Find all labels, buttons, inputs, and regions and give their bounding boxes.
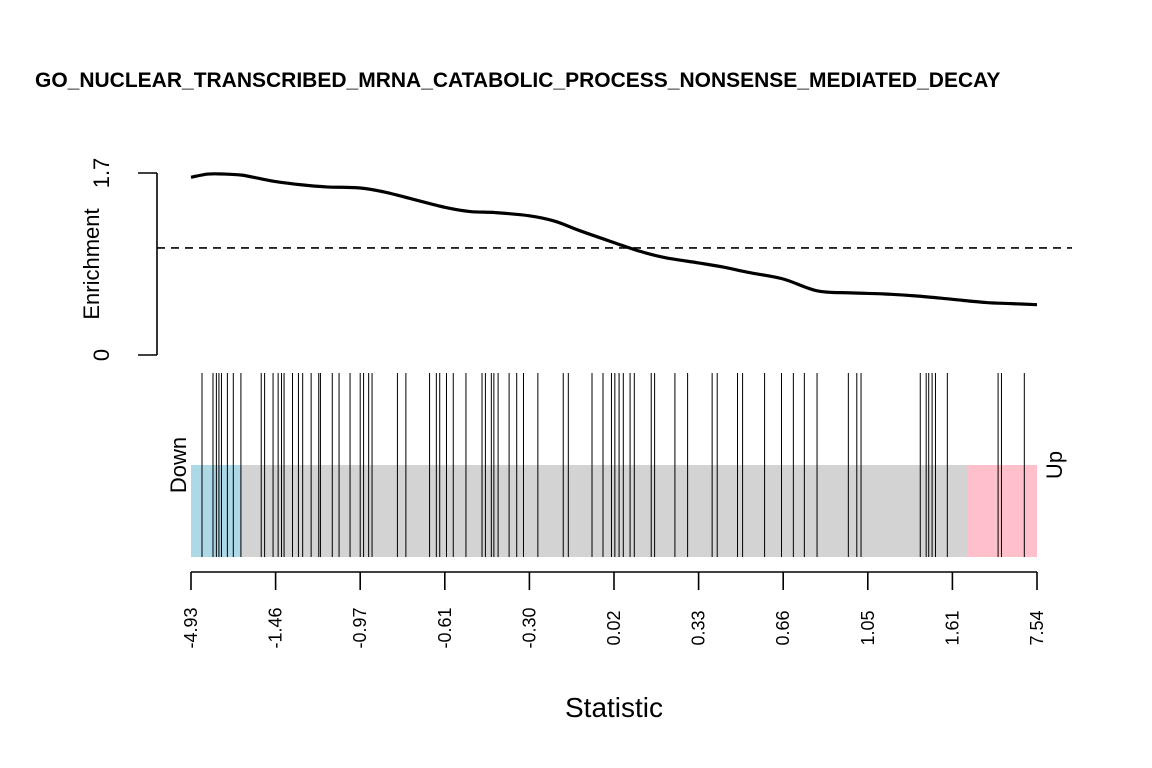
chart-title: GO_NUCLEAR_TRANSCRIBED_MRNA_CATABOLIC_PR… <box>35 69 1000 92</box>
x-axis: -4.93 -1.46 -0.97 -0.61 -0.30 0.02 0.33 0.66 1.0… <box>181 571 1047 649</box>
enrichment-curve <box>190 172 1038 307</box>
x-tick-label: -0.61 <box>435 607 455 648</box>
x-tick-label: -1.46 <box>266 607 286 648</box>
up-label: Up <box>1042 451 1067 479</box>
barcode-panel: Down Up <box>166 373 1067 557</box>
up-region <box>967 465 1037 557</box>
x-tick-label: 0.33 <box>689 610 709 645</box>
x-tick-label: 1.61 <box>942 610 962 645</box>
x-tick-label: -0.30 <box>519 607 539 648</box>
x-tick-label: 0.02 <box>604 610 624 645</box>
barcode-lines <box>201 373 1025 557</box>
barcode-background <box>191 465 1037 557</box>
x-tick-label: 7.54 <box>1027 610 1047 645</box>
down-label: Down <box>166 437 191 493</box>
enrichment-panel: 01.7 Enrichment <box>79 158 1072 361</box>
y-tick-label: 1.7 <box>89 158 114 189</box>
y-tick-label: 0 <box>89 349 114 361</box>
y-axis-label: Enrichment <box>79 208 104 319</box>
x-tick-label: 0.66 <box>773 610 793 645</box>
x-axis-label: Statistic <box>565 692 663 723</box>
x-tick-label: -0.97 <box>350 607 370 648</box>
x-tick-label: 1.05 <box>858 610 878 645</box>
y-axis: 01.7 <box>89 158 158 361</box>
x-tick-label: -4.93 <box>181 607 201 648</box>
